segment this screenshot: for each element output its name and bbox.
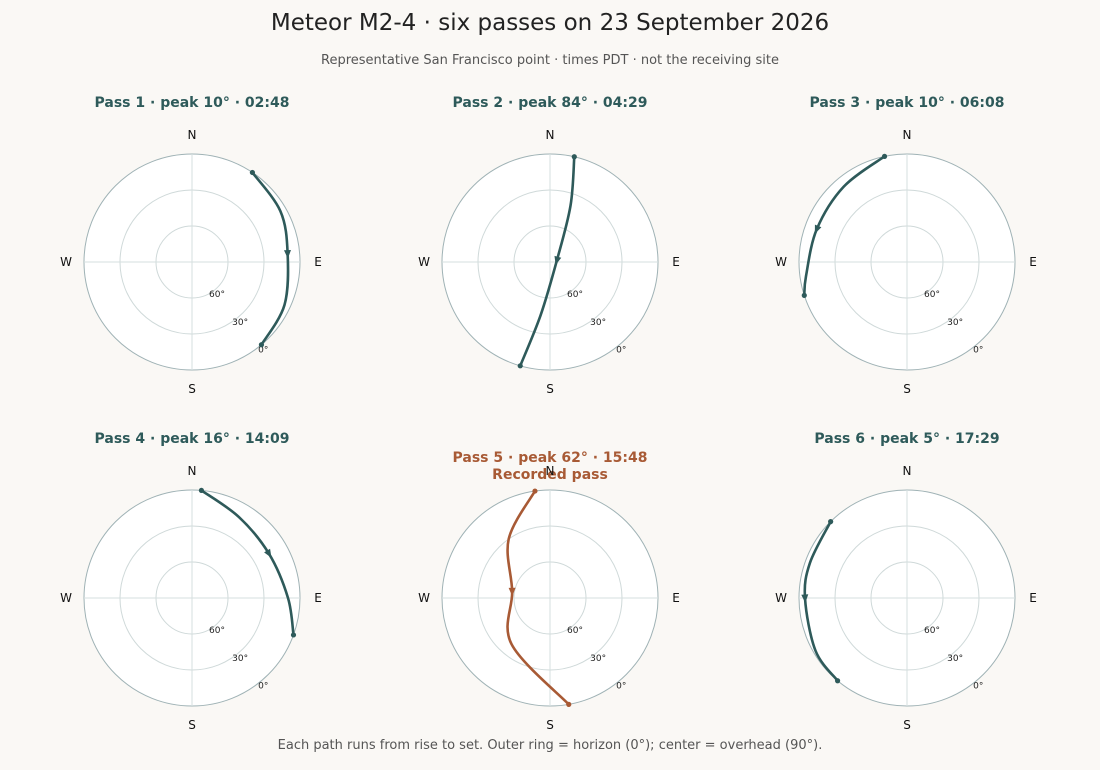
chart-title: Meteor M2-4 · six passes on 23 September…: [270, 10, 830, 36]
set-point: [834, 678, 841, 684]
compass-label-n: N: [546, 464, 555, 478]
ring-label: 0°: [258, 681, 268, 691]
rise-point: [249, 169, 255, 176]
panel-title: Pass 3 · peak 10° · 06:08: [810, 95, 1005, 111]
compass-label-s: S: [188, 718, 196, 732]
direction-arrow: [283, 249, 291, 259]
ring-label: 30°: [947, 654, 963, 664]
rise-point: [198, 487, 205, 494]
polar-panel-3: Pass 3 · peak 10° · 06:08 N E S W 60° 30° 0°: [775, 95, 1037, 396]
direction-arrow: [814, 224, 822, 234]
compass-label-w: W: [60, 591, 72, 605]
panel-title: Pass 4 · peak 16° · 14:09: [95, 431, 290, 447]
ring-label: 30°: [947, 318, 963, 328]
panel-subtitle: Recorded pass: [492, 467, 608, 483]
ring-label: 0°: [616, 345, 626, 355]
chart-subtitle: Representative San Francisco point · tim…: [321, 53, 779, 68]
ring-label: 60°: [209, 626, 225, 636]
ring-label: 30°: [232, 654, 248, 664]
set-point: [258, 342, 265, 348]
rise-point: [881, 153, 888, 159]
polar-panel-2: Pass 2 · peak 84° · 04:29 N E S W 60° 30° 0°: [418, 95, 680, 396]
ring-label: 60°: [209, 290, 225, 300]
compass-label-e: E: [1029, 255, 1037, 269]
compass-label-w: W: [775, 591, 787, 605]
rise-point: [532, 488, 538, 494]
ring-label: 0°: [258, 345, 268, 355]
set-point: [566, 701, 572, 707]
direction-arrow: [264, 548, 272, 558]
chart-footnote: Each path runs from rise to set. Outer r…: [277, 738, 823, 753]
ring-label: 60°: [567, 290, 583, 300]
direction-arrow: [554, 255, 562, 265]
ring-label: 0°: [973, 681, 983, 691]
compass-label-s: S: [546, 382, 554, 396]
set-point: [801, 292, 807, 298]
compass-label-n: N: [903, 128, 912, 142]
rise-point: [571, 154, 577, 160]
compass-label-e: E: [672, 255, 680, 269]
panel-title: Pass 5 · peak 62° · 15:48: [453, 450, 648, 466]
compass-label-s: S: [188, 382, 196, 396]
polar-panel-4: Pass 4 · peak 16° · 14:09 N E S W 60° 30° 0°: [60, 431, 322, 732]
compass-label-n: N: [188, 464, 197, 478]
ring-label: 0°: [616, 681, 626, 691]
compass-label-e: E: [1029, 591, 1037, 605]
set-point: [290, 632, 297, 638]
compass-label-s: S: [903, 718, 911, 732]
compass-label-n: N: [903, 464, 912, 478]
panel-title: Pass 2 · peak 84° · 04:29: [453, 95, 648, 111]
polar-panel-6: Pass 6 · peak 5° · 17:29 N E S W 60° 30° 0°: [775, 431, 1037, 732]
compass-label-w: W: [60, 255, 72, 269]
ring-label: 30°: [590, 654, 606, 664]
ring-label: 60°: [924, 290, 940, 300]
compass-label-e: E: [672, 591, 680, 605]
ring-label: 30°: [232, 318, 248, 328]
panel-title: Pass 1 · peak 10° · 02:48: [95, 95, 290, 111]
compass-label-n: N: [188, 128, 197, 142]
compass-label-e: E: [314, 255, 322, 269]
ring-label: 0°: [973, 345, 983, 355]
polar-panel-1: Pass 1 · peak 10° · 02:48 N E S W 60° 30° 0°: [60, 95, 322, 396]
compass-label-s: S: [546, 718, 554, 732]
compass-label-n: N: [546, 128, 555, 142]
compass-label-w: W: [418, 591, 430, 605]
compass-label-w: W: [775, 255, 787, 269]
ring-label: 60°: [567, 626, 583, 636]
compass-label-e: E: [314, 591, 322, 605]
rise-point: [828, 519, 834, 525]
compass-label-s: S: [903, 382, 911, 396]
direction-arrow: [508, 587, 516, 597]
ring-label: 30°: [590, 318, 606, 328]
compass-label-w: W: [418, 255, 430, 269]
ring-label: 60°: [924, 626, 940, 636]
set-point: [517, 363, 523, 369]
panel-title: Pass 6 · peak 5° · 17:29: [814, 431, 999, 447]
direction-arrow: [801, 594, 809, 603]
